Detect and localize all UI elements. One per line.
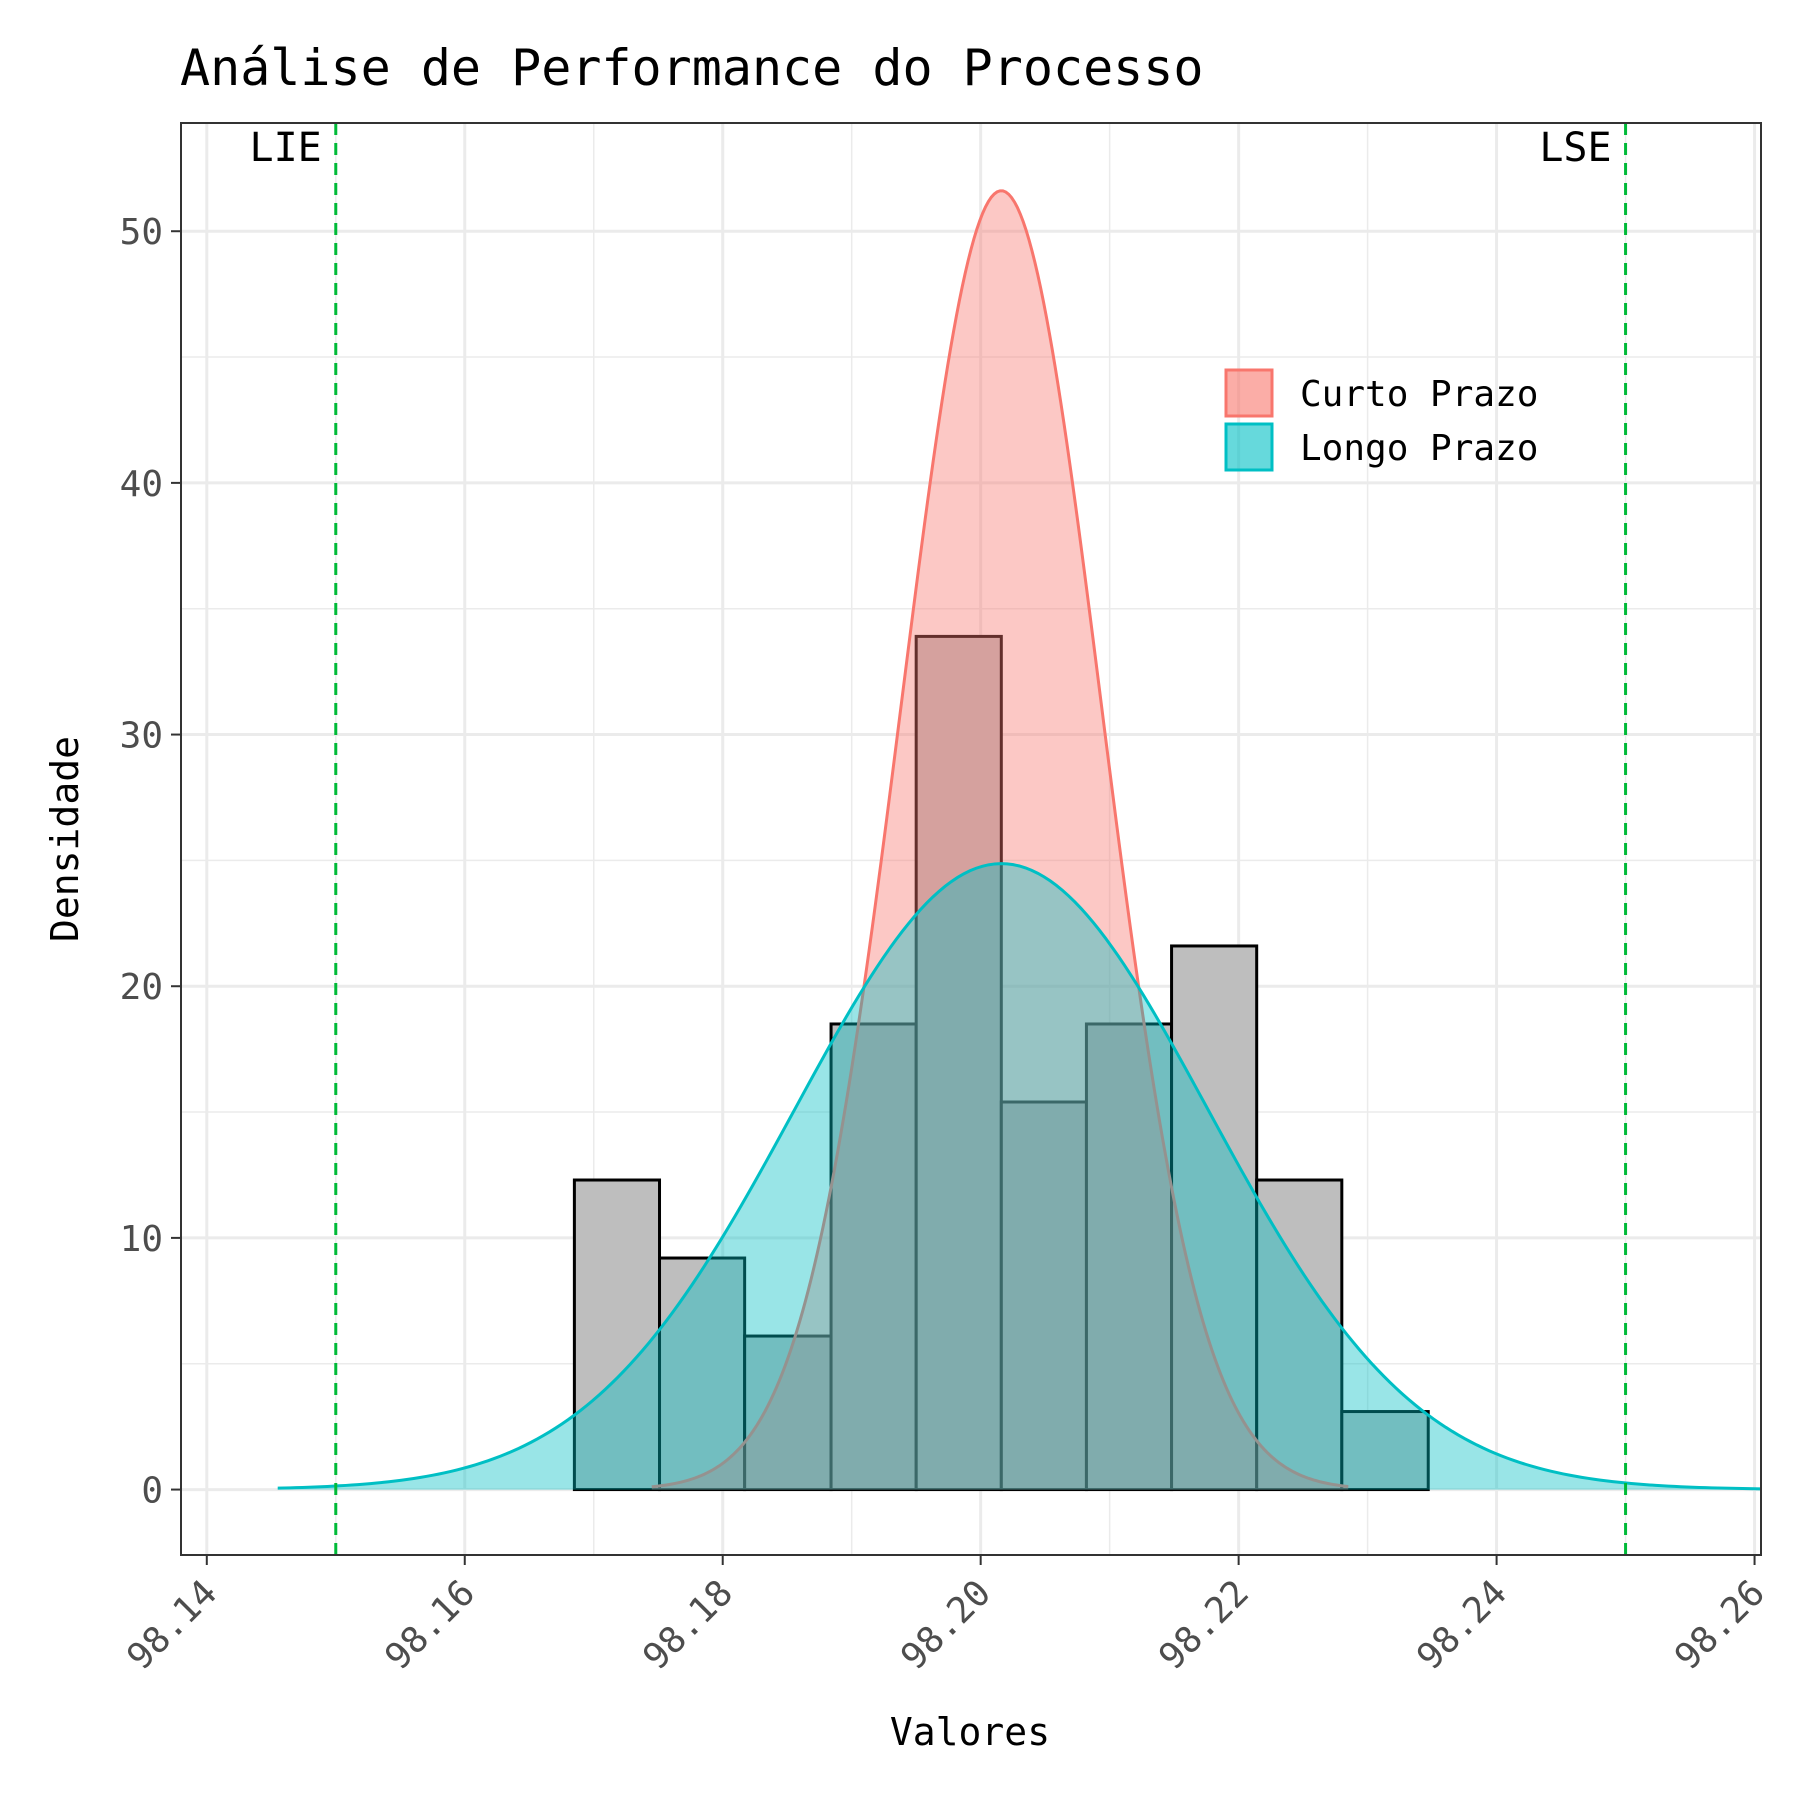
x-tick-label: 98.16	[377, 1572, 483, 1678]
density-curves	[277, 189, 1762, 1491]
y-tick-label: 20	[120, 967, 163, 1008]
legend-key-curto-prazo	[1224, 368, 1274, 418]
x-tick-label: 98.18	[635, 1572, 741, 1678]
x-axis-title: Valores	[890, 1710, 1050, 1754]
y-tick-label: 40	[120, 464, 163, 505]
histogram-bar-10	[1340, 1410, 1430, 1492]
y-axis-title: Densidade	[43, 736, 87, 942]
y-axis: 0 10 20 30 40 50	[120, 212, 181, 1512]
density-line-curto-prazo	[651, 189, 1349, 1489]
legend-key-longo-prazo	[1224, 422, 1274, 472]
y-tick-label: 10	[120, 1219, 163, 1260]
legend-label-longo-prazo: Longo Prazo	[1300, 428, 1538, 469]
histogram-bar-5	[914, 634, 1003, 1492]
x-tick-label: 98.14	[120, 1572, 226, 1678]
density-area-curto-prazo	[651, 190, 1349, 1490]
chart-title: Análise de Performance do Processo	[180, 39, 1204, 97]
legend: Curto Prazo Longo Prazo	[1224, 368, 1538, 472]
histogram-bar-9	[1255, 1178, 1344, 1492]
histogram-bar-7	[1084, 1022, 1174, 1492]
x-tick-label: 98.26	[1667, 1572, 1773, 1678]
density-area-longo-prazo	[277, 863, 1762, 1490]
x-axis: 98.14 98.16 98.18 98.20 98.22 98.24 98.26	[120, 1555, 1773, 1678]
x-tick-label: 98.20	[893, 1572, 999, 1678]
limit-label-lse: LSE	[1539, 125, 1611, 171]
legend-label-curto-prazo: Curto Prazo	[1300, 374, 1538, 415]
histogram-bars	[572, 634, 1430, 1492]
y-tick-label: 30	[120, 716, 163, 757]
x-tick-label: 98.22	[1151, 1572, 1257, 1678]
histogram-bar-8	[1170, 944, 1259, 1492]
specification-limits: LIE LSE	[250, 123, 1628, 1555]
x-tick-label: 98.24	[1409, 1572, 1515, 1678]
plot-panel-border	[180, 122, 1762, 1556]
limit-label-lie: LIE	[250, 125, 322, 171]
y-tick-label: 0	[141, 1471, 163, 1512]
density-line-longo-prazo	[277, 862, 1762, 1491]
y-tick-label: 50	[120, 212, 163, 253]
